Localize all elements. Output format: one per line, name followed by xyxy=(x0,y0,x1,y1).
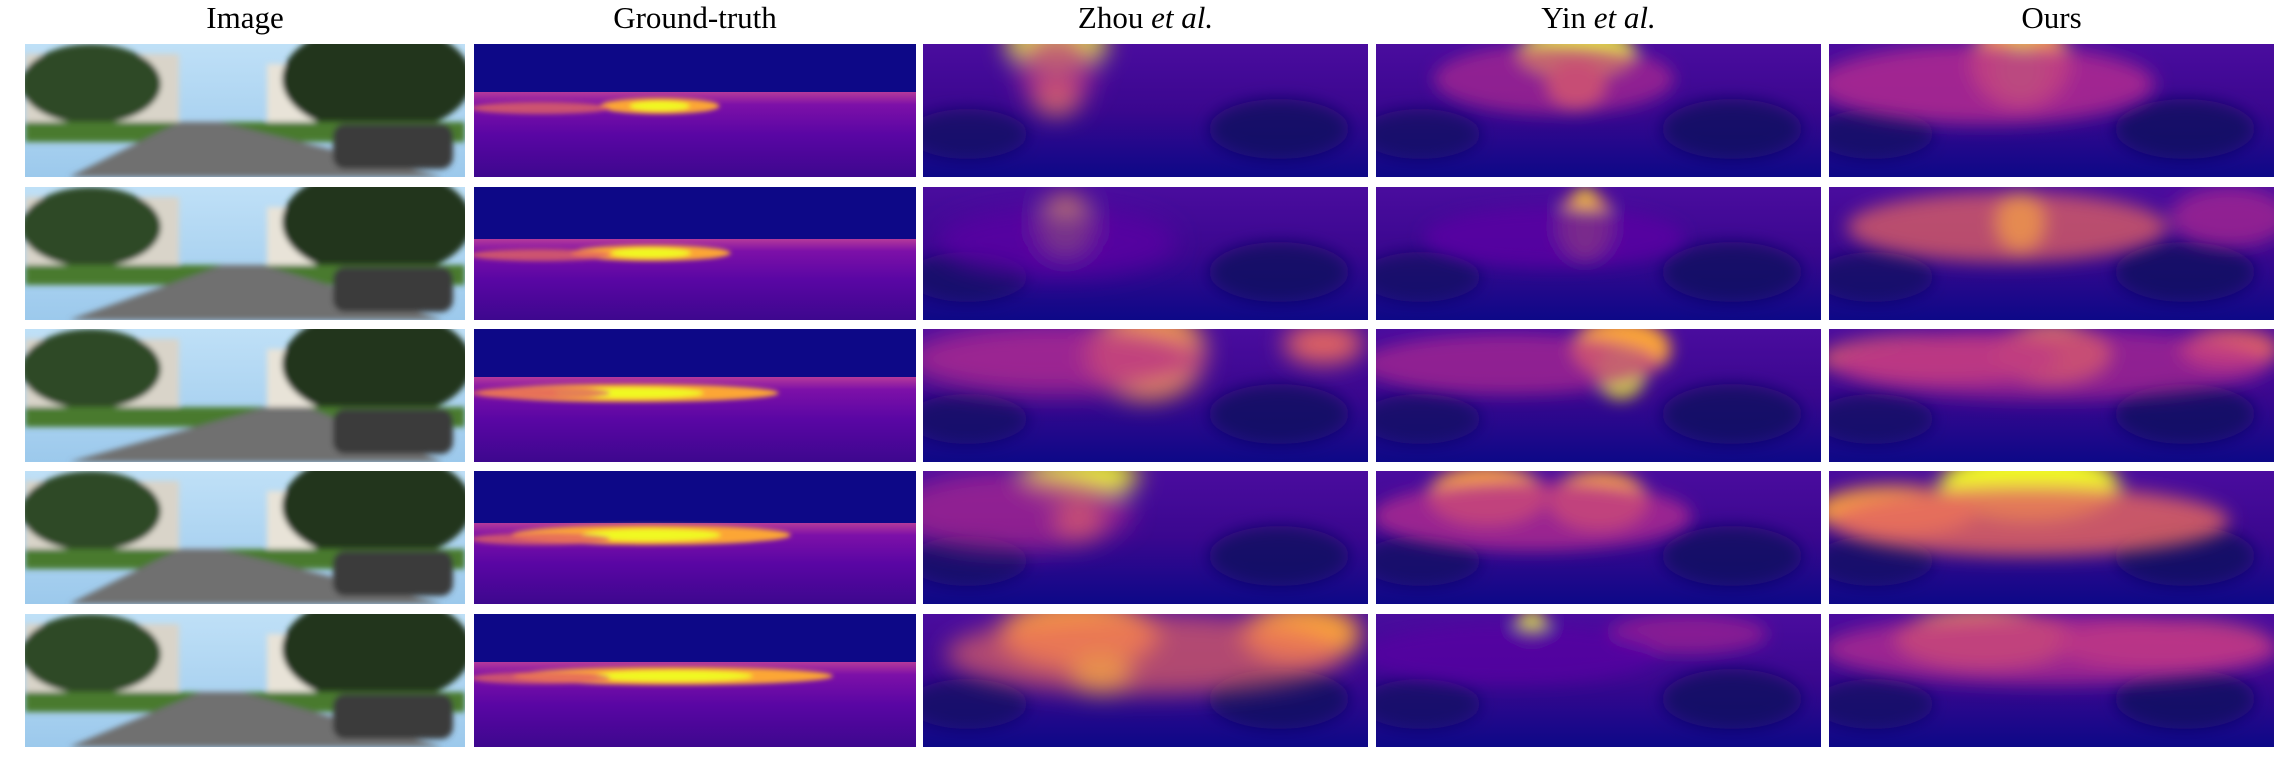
header-ours-label: Ours xyxy=(2021,0,2082,35)
zhou-row-4 xyxy=(923,471,1368,604)
ours-row-3 xyxy=(1829,329,2274,462)
yin-row-3 xyxy=(1376,329,1821,462)
yin-row-2 xyxy=(1376,187,1821,320)
header-zhou-label: Zhou xyxy=(1077,0,1152,35)
image-row-1 xyxy=(25,44,465,177)
header-image-label: Image xyxy=(206,0,284,35)
yin-row-1 xyxy=(1376,44,1821,177)
header-ours: Ours xyxy=(1829,0,2274,36)
gt-row-1 xyxy=(474,44,916,177)
gt-row-3 xyxy=(474,329,916,462)
gt-row-4 xyxy=(474,471,916,604)
header-ground-truth-label: Ground-truth xyxy=(613,0,777,35)
image-row-5 xyxy=(25,614,465,747)
zhou-row-1 xyxy=(923,44,1368,177)
yin-row-5 xyxy=(1376,614,1821,747)
gt-row-5 xyxy=(474,614,916,747)
zhou-row-3 xyxy=(923,329,1368,462)
ours-row-2 xyxy=(1829,187,2274,320)
gt-row-2 xyxy=(474,187,916,320)
header-image: Image xyxy=(25,0,465,36)
header-yin-etal: et al. xyxy=(1593,0,1656,35)
ours-row-1 xyxy=(1829,44,2274,177)
image-row-3 xyxy=(25,329,465,462)
zhou-row-2 xyxy=(923,187,1368,320)
ours-row-4 xyxy=(1829,471,2274,604)
header-zhou: Zhou et al. xyxy=(923,0,1368,36)
header-zhou-etal: et al. xyxy=(1151,0,1214,35)
zhou-row-5 xyxy=(923,614,1368,747)
header-ground-truth: Ground-truth xyxy=(474,0,916,36)
image-row-4 xyxy=(25,471,465,604)
image-row-2 xyxy=(25,187,465,320)
header-yin-label: Yin xyxy=(1541,0,1594,35)
ours-row-5 xyxy=(1829,614,2274,747)
yin-row-4 xyxy=(1376,471,1821,604)
header-yin: Yin et al. xyxy=(1376,0,1821,36)
